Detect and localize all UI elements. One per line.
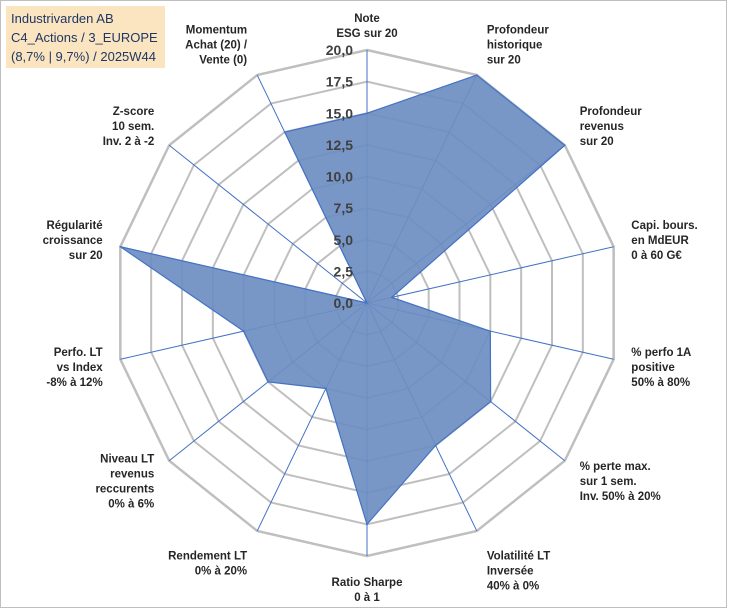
axis-label-9-line-2: reccurents <box>95 484 154 496</box>
axis-label-1: Profondeur historique sur 20 <box>487 24 549 66</box>
axis-label-3-line-2: 0 à 60 G€ <box>631 250 682 262</box>
axis-label-5-line-1: sur 1 sem. <box>580 476 637 488</box>
axis-label-11-line-1: croissance <box>43 235 103 247</box>
series-point-2 <box>564 144 566 147</box>
tick-label-7: 17,5 <box>326 74 353 90</box>
series-point-9 <box>267 381 269 383</box>
series-point-0 <box>366 112 368 115</box>
axis-label-3: Capi. bours. en MdEUR 0 à 60 G€ <box>631 220 697 262</box>
axis-label-3-line-0: Capi. bours. <box>631 220 697 232</box>
series-point-1 <box>475 74 478 76</box>
axis-label-12: Z-score 10 sem. Inv. 2 à -2 <box>103 106 155 148</box>
axis-label-10-line-0: Perfo. LT <box>54 347 103 359</box>
series-point-5 <box>489 400 492 403</box>
axis-label-0-line-1: ESG sur 20 <box>336 28 397 40</box>
axis-label-2-line-2: sur 20 <box>580 136 614 148</box>
axis-label-5: % perte max. sur 1 sem. Inv. 50% à 20% <box>580 461 661 503</box>
axis-label-3-line-1: en MdEUR <box>631 235 689 247</box>
axis-label-1-line-1: historique <box>487 39 543 51</box>
axis-label-6: Volatilité LT Inversée 40% à 0% <box>487 551 550 593</box>
axis-label-11: Régularité croissance sur 20 <box>43 220 103 262</box>
axis-label-4-line-1: positive <box>631 362 674 374</box>
series-point-3 <box>390 296 393 299</box>
tick-label-6: 15,0 <box>326 105 353 121</box>
axis-label-1-line-0: Profondeur <box>487 24 549 36</box>
series-point-10 <box>242 330 245 332</box>
axis-label-13-line-0: Momentum <box>186 24 247 36</box>
tick-label-5: 12,5 <box>326 137 353 153</box>
chart-title-box: Industrivarden AB C4_Actions / 3_EUROPE … <box>6 6 165 68</box>
axis-label-6-line-0: Volatilité LT <box>487 551 550 563</box>
axis-label-12-line-2: Inv. 2 à -2 <box>103 136 155 148</box>
radar-axis-labels: Note ESG sur 20 Profondeur historique sur 20… <box>43 13 698 604</box>
axis-label-4-line-2: 50% à 80% <box>631 377 690 389</box>
axis-label-9-line-1: revenus <box>110 469 154 481</box>
axis-label-6-line-2: 40% à 0% <box>487 581 539 593</box>
axis-label-5-line-0: % perte max. <box>580 461 651 473</box>
axis-label-13-line-2: Vente (0) <box>199 54 247 66</box>
axis-label-9-line-0: Niveau LT <box>100 454 154 466</box>
axis-label-1-line-2: sur 20 <box>487 54 521 66</box>
axis-label-9: Niveau LT revenus reccurents 0% à 6% <box>95 454 154 511</box>
axis-label-10-line-1: vs Index <box>57 362 104 374</box>
axis-label-7-line-1: 0 à 1 <box>354 592 380 604</box>
series-point-8 <box>325 387 327 390</box>
axis-label-0-line-0: Note <box>354 13 380 25</box>
axis-label-12-line-0: Z-score <box>113 106 155 118</box>
axis-label-12-line-1: 10 sem. <box>112 121 154 133</box>
axis-label-9-line-3: 0% à 6% <box>108 499 154 511</box>
chart-title-line-1: Industrivarden AB <box>11 11 114 26</box>
axis-label-2-line-1: revenus <box>580 121 624 133</box>
series-point-11 <box>119 245 122 248</box>
axis-label-8-line-0: Rendement LT <box>168 551 247 563</box>
axis-label-11-line-2: sur 20 <box>69 250 103 262</box>
tick-label-3: 7,5 <box>334 200 354 216</box>
axis-label-2-line-0: Profondeur <box>580 106 642 118</box>
tick-label-8: 20,0 <box>326 42 353 58</box>
radar-series <box>119 74 566 526</box>
axis-label-2: Profondeur revenus sur 20 <box>580 106 642 148</box>
axis-label-13: Momentum Achat (20) / Vente (0) <box>185 24 248 66</box>
axis-label-5-line-2: Inv. 50% à 20% <box>580 491 661 503</box>
radar-tick-labels: 0,0 2,5 5,0 7,5 10,0 12,5 15,0 17,5 20,0 <box>326 42 353 311</box>
series-point-6 <box>434 444 437 447</box>
chart-title-line-3: (8,7% | 9,7%) / 2025W44 <box>11 49 157 64</box>
series-point-4 <box>489 330 492 332</box>
tick-label-2: 5,0 <box>334 232 354 248</box>
axis-label-8: Rendement LT 0% à 20% <box>168 551 247 578</box>
axis-label-4: % perfo 1A positive 50% à 80% <box>631 347 691 389</box>
axis-label-13-line-1: Achat (20) / <box>185 39 248 51</box>
axis-label-7: Ratio Sharpe 0 à 1 <box>332 577 403 604</box>
axis-label-10-line-2: -8% à 12% <box>46 377 102 389</box>
series-point-12 <box>366 302 368 304</box>
series-point-7 <box>366 523 368 526</box>
chart-title-line-2: C4_Actions / 3_EUROPE <box>11 30 158 45</box>
axis-label-6-line-1: Inversée <box>487 566 534 578</box>
axis-label-0: Note ESG sur 20 <box>336 13 397 40</box>
tick-label-0: 0,0 <box>334 295 354 311</box>
axis-label-8-line-1: 0% à 20% <box>195 566 247 578</box>
axis-label-10: Perfo. LT vs Index -8% à 12% <box>46 347 103 389</box>
series-point-13 <box>283 131 286 133</box>
axis-label-11-line-0: Régularité <box>46 220 102 232</box>
tick-label-1: 2,5 <box>334 263 354 279</box>
axis-spoke-12 <box>168 144 368 304</box>
axis-label-4-line-0: % perfo 1A <box>631 347 691 359</box>
axis-spoke-3 <box>366 246 614 304</box>
tick-label-4: 10,0 <box>326 169 353 185</box>
axis-label-7-line-0: Ratio Sharpe <box>332 577 403 589</box>
